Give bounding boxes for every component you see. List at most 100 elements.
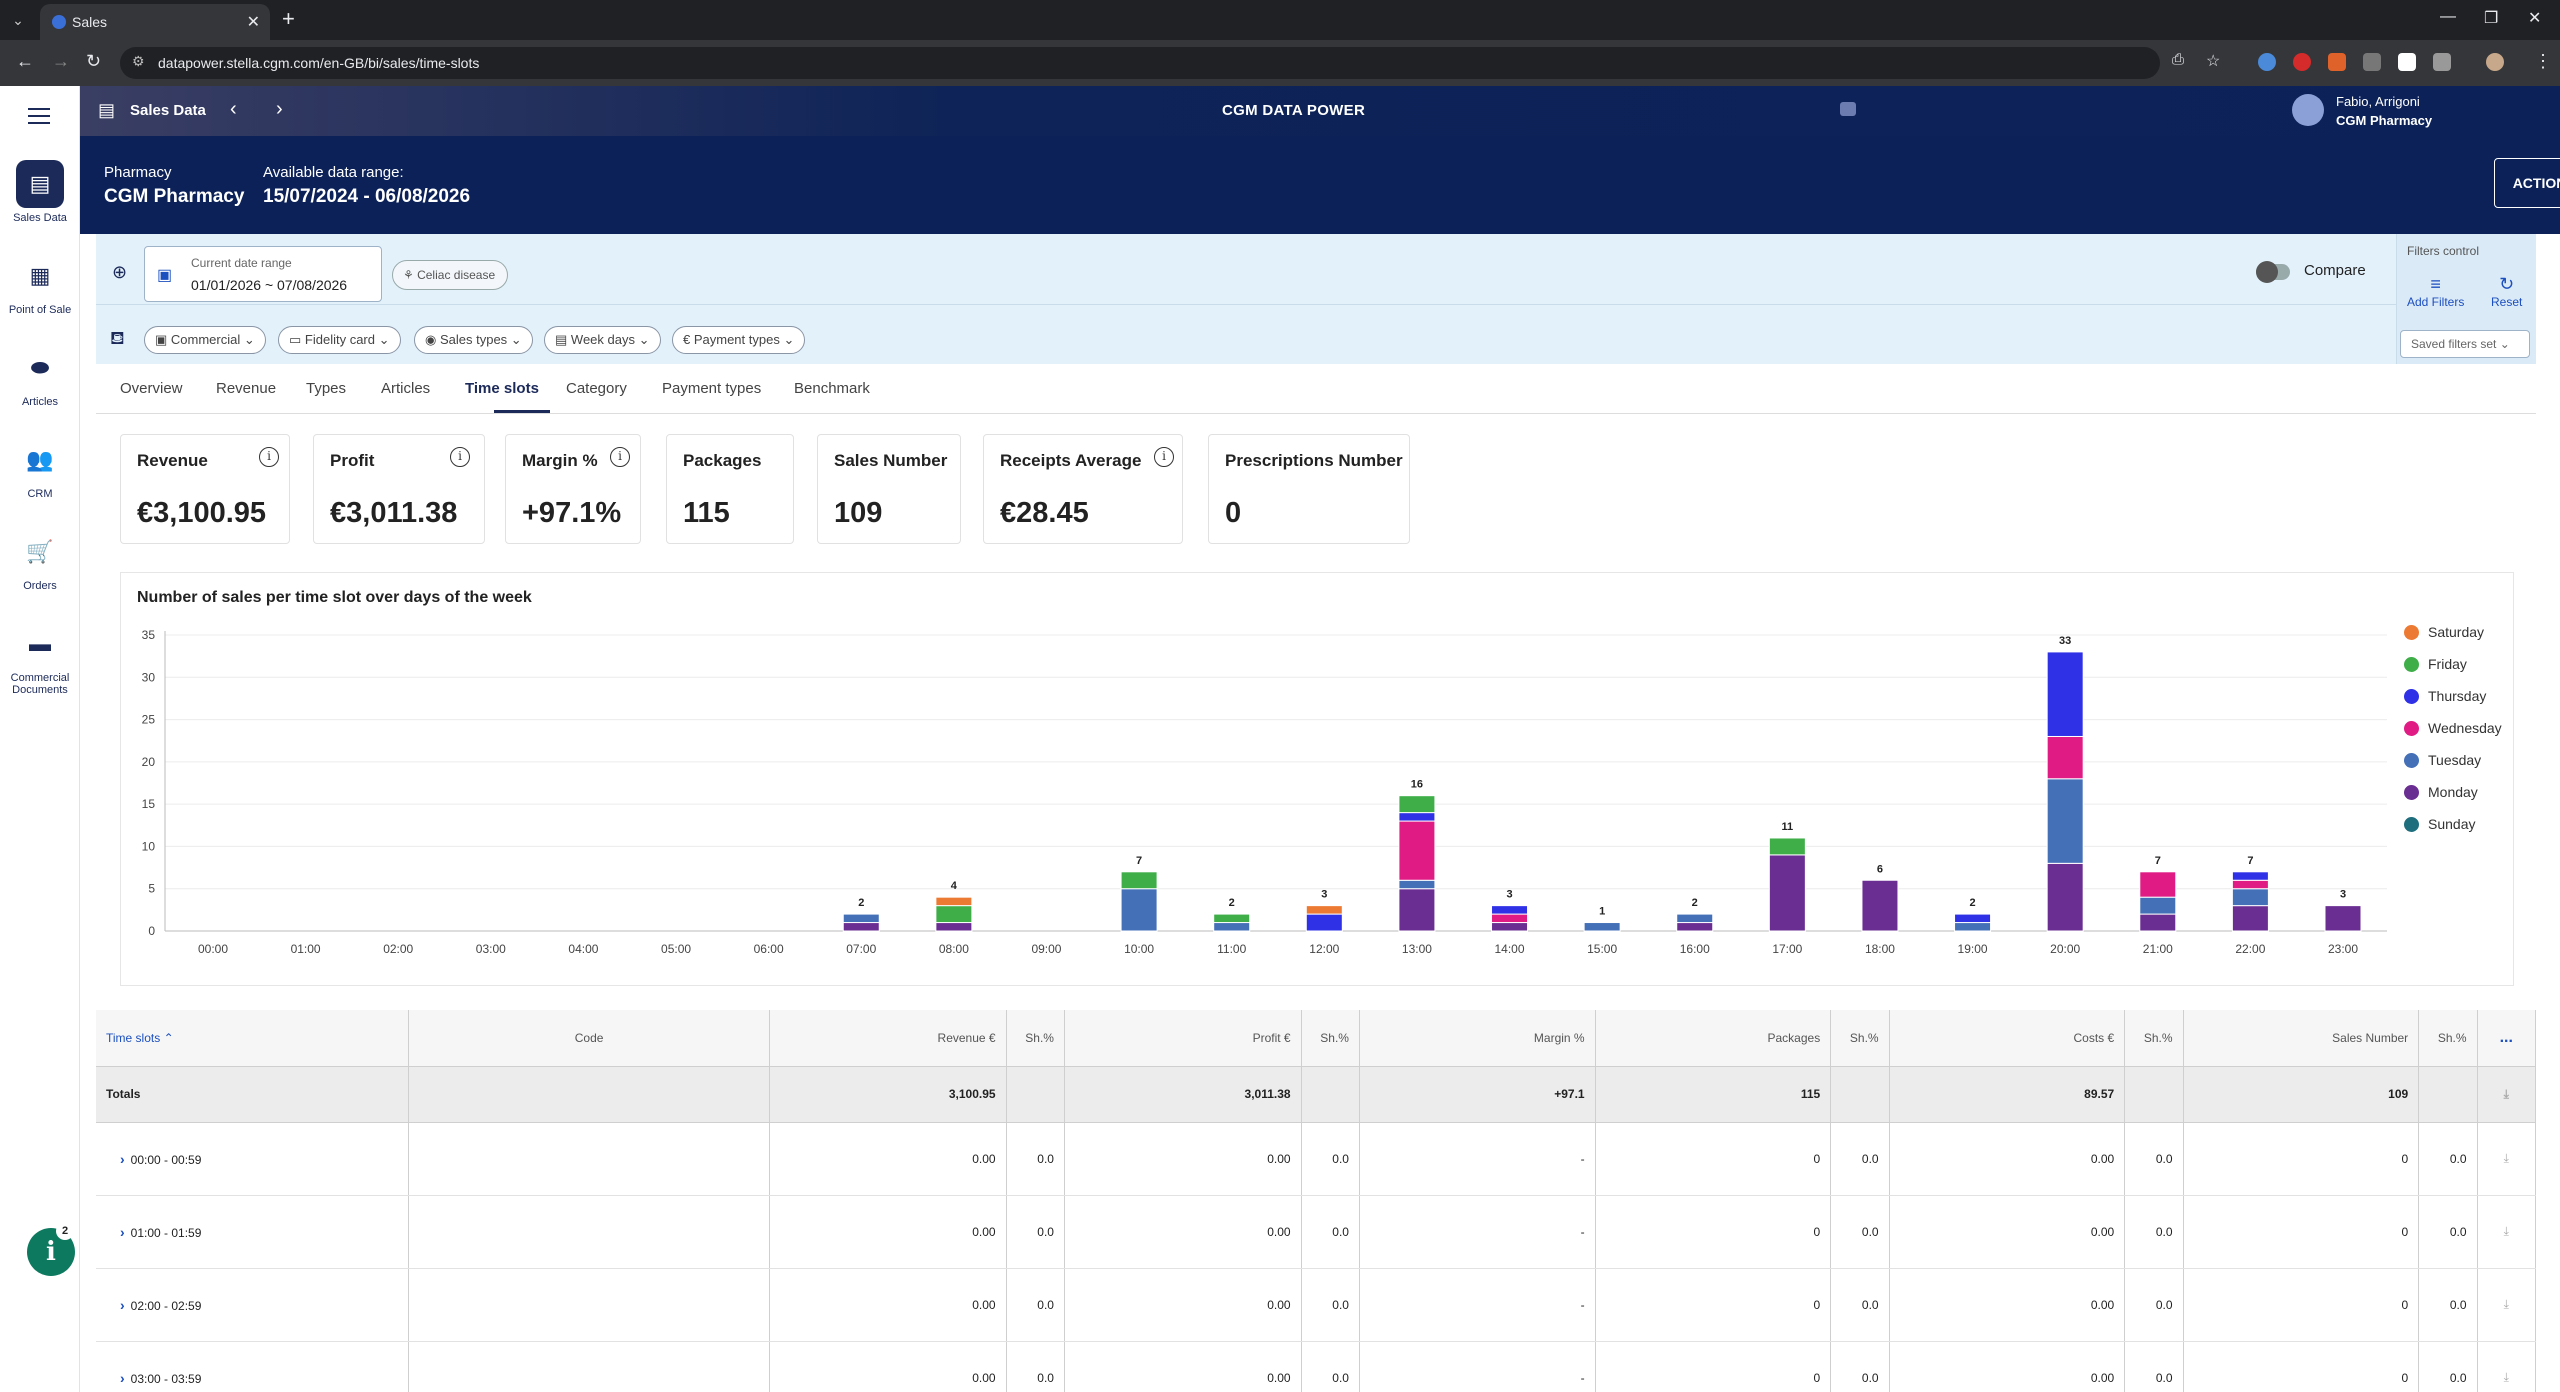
close-tab-icon[interactable]: ✕: [246, 14, 260, 31]
download-icon[interactable]: ⤓: [2477, 1122, 2536, 1196]
nav-orders[interactable]: 🛒 Orders: [0, 528, 80, 592]
column-header[interactable]: Sh.%: [1006, 1010, 1065, 1067]
column-header[interactable]: Sh.%: [2124, 1010, 2184, 1067]
extension-globe-icon[interactable]: [2258, 53, 2276, 71]
nav-crm[interactable]: 👥 CRM: [0, 436, 80, 500]
add-filters-button[interactable]: ≡ Add Filters: [2407, 274, 2464, 309]
filter-chip-fidelity-card[interactable]: ▭ Fidelity card ⌄: [278, 326, 401, 354]
reload-icon[interactable]: ↻: [86, 51, 102, 71]
column-header[interactable]: Sh.%: [2418, 1010, 2478, 1067]
tab-payment-types[interactable]: Payment types: [662, 380, 762, 397]
nav-sales-data[interactable]: ▤ Sales Data: [0, 160, 80, 224]
site-info-icon[interactable]: ⚙: [132, 53, 145, 69]
new-tab-icon[interactable]: +: [282, 6, 295, 31]
restore-icon[interactable]: ❐: [2484, 10, 2499, 27]
column-header[interactable]: Costs €: [1889, 1010, 2126, 1067]
url-text: datapower.stella.cgm.com/en-GB/bi/sales/…: [158, 55, 480, 71]
table-row[interactable]: › 00:00 - 00:59 0.00 0.0 0.00 0.0-0 0.0 0.00 0.0…: [96, 1122, 2536, 1196]
cell-text: 0.00: [972, 1297, 996, 1312]
bar-segment-tuesday: [1583, 922, 1621, 932]
column-header[interactable]: Sh.%: [1830, 1010, 1890, 1067]
download-icon[interactable]: ⤓: [2477, 1268, 2536, 1342]
tab-benchmark[interactable]: Benchmark: [794, 380, 870, 397]
column-header[interactable]: Margin %: [1359, 1010, 1596, 1067]
column-header[interactable]: Code: [408, 1010, 770, 1067]
profile-avatar-icon[interactable]: [2486, 53, 2504, 71]
more-columns-icon[interactable]: ...: [2477, 1010, 2536, 1067]
expand-chevron-icon[interactable]: ›: [120, 1150, 125, 1167]
info-icon[interactable]: i: [610, 447, 630, 467]
notification-badge: 2: [56, 1222, 74, 1240]
nav-articles[interactable]: ⬬ Articles: [0, 344, 80, 408]
saved-filters-select[interactable]: Saved filters set ⌄: [2400, 330, 2530, 358]
table-row[interactable]: › 01:00 - 01:59 0.00 0.0 0.00 0.0-0 0.0 0.00 0.0…: [96, 1195, 2536, 1269]
filter-chip-payment-types[interactable]: € Payment types ⌄: [672, 326, 806, 354]
tab-time-slots[interactable]: Time slots: [465, 380, 539, 397]
tab-category[interactable]: Category: [566, 380, 627, 397]
bookmark-star-icon[interactable]: ☆: [2206, 53, 2221, 70]
forward-icon[interactable]: →: [52, 51, 70, 71]
info-icon[interactable]: i: [259, 447, 279, 467]
extension-pen-icon[interactable]: [2363, 53, 2381, 71]
nav-commercial-documents[interactable]: ▬ Commercial Documents: [0, 620, 80, 696]
browser-menu-icon[interactable]: ⋮: [2534, 51, 2552, 71]
sort-header-time-slots[interactable]: Time slots ⌃: [96, 1010, 410, 1067]
column-header[interactable]: Sales Number: [2183, 1010, 2420, 1067]
expand-chevron-icon[interactable]: ›: [120, 1223, 125, 1240]
globe-icon[interactable]: ⊕: [112, 262, 128, 282]
info-icon[interactable]: i: [450, 447, 470, 467]
table-cell: 0.0: [2418, 1268, 2478, 1342]
back-icon[interactable]: ←: [16, 51, 34, 71]
user-avatar[interactable]: [2292, 94, 2324, 126]
tab-overview[interactable]: Overview: [120, 380, 183, 397]
browser-tab[interactable]: Sales ✕: [40, 4, 270, 40]
extensions-puzzle-icon[interactable]: [2433, 53, 2451, 71]
table-row[interactable]: › 02:00 - 02:59 0.00 0.0 0.00 0.0-0 0.0 0.00 0.0…: [96, 1268, 2536, 1342]
info-badge-icon[interactable]: [1840, 102, 1856, 116]
reset-button[interactable]: ↻ Reset: [2491, 274, 2522, 309]
prev-arrow-icon[interactable]: ‹: [230, 98, 237, 120]
hamburger-menu-icon[interactable]: [28, 108, 50, 129]
compare-toggle[interactable]: [2256, 261, 2290, 283]
extension-check-icon[interactable]: [2398, 53, 2416, 71]
download-icon[interactable]: ⤓: [2477, 1341, 2536, 1392]
install-icon[interactable]: ⎙: [2172, 51, 2185, 68]
table-cell: 0: [1595, 1341, 1832, 1392]
tab-articles[interactable]: Articles: [381, 380, 431, 397]
actions-button[interactable]: ACTIONS ⌄: [2494, 158, 2560, 208]
date-range-picker[interactable]: ▣ Current date range 01/01/2026 ~ 07/08/…: [144, 246, 382, 302]
cell-text: -: [1580, 1297, 1585, 1312]
filter-chip-sales-types[interactable]: ◉ Sales types ⌄: [414, 326, 533, 354]
next-arrow-icon[interactable]: ›: [276, 98, 283, 120]
table-row[interactable]: › 03:00 - 03:59 0.00 0.0 0.00 0.0-0 0.0 0.00 0.0…: [96, 1341, 2536, 1392]
download-icon[interactable]: ⤓: [2477, 1195, 2536, 1269]
info-icon[interactable]: i: [1154, 447, 1174, 467]
extension-adblock-icon[interactable]: [2293, 53, 2311, 71]
y-tick-label: 15: [142, 797, 156, 811]
celiac-disease-chip[interactable]: ⚘ Celiac disease: [392, 260, 509, 290]
download-icon[interactable]: ⤓: [2477, 1066, 2536, 1123]
tab-search-icon[interactable]: ⌄: [12, 12, 24, 28]
filter-chip-commercial[interactable]: ▣ Commercial ⌄: [144, 326, 266, 354]
filter-chip-week-days[interactable]: ▤ Week days ⌄: [544, 326, 661, 354]
column-header[interactable]: Profit €: [1064, 1010, 1302, 1067]
table-cell: 0.0: [1830, 1122, 1890, 1196]
nav-point-of-sale[interactable]: ▦ Point of Sale: [0, 252, 80, 316]
table-cell: 0.0: [1006, 1268, 1065, 1342]
address-bar[interactable]: ⚙ datapower.stella.cgm.com/en-GB/bi/sale…: [120, 47, 2160, 79]
table-cell: 0.00: [1064, 1195, 1302, 1269]
user-info[interactable]: Fabio, Arrigoni CGM Pharmacy: [2336, 92, 2432, 130]
minimize-icon[interactable]: —: [2440, 8, 2456, 25]
tab-types[interactable]: Types: [306, 380, 347, 397]
expand-chevron-icon[interactable]: ›: [120, 1296, 125, 1313]
tab-revenue[interactable]: Revenue: [216, 380, 277, 397]
x-tick-label: 00:00: [198, 942, 228, 956]
extension-fire-icon[interactable]: [2328, 53, 2346, 71]
x-tick-label: 20:00: [2050, 942, 2080, 956]
expand-chevron-icon[interactable]: ›: [120, 1369, 125, 1386]
column-header[interactable]: Revenue €: [769, 1010, 1007, 1067]
kpi-card-margin: Margin % i +97.1%: [505, 434, 641, 544]
column-header[interactable]: Packages: [1595, 1010, 1832, 1067]
column-header[interactable]: Sh.%: [1301, 1010, 1360, 1067]
close-window-icon[interactable]: ✕: [2528, 10, 2542, 27]
